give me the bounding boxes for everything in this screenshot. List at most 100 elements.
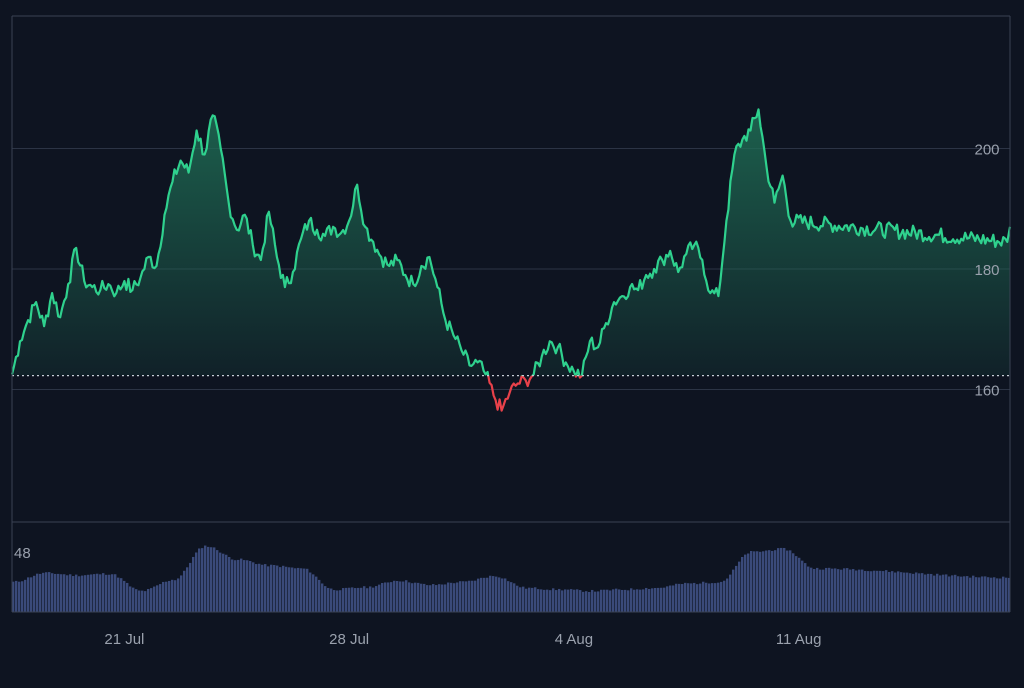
volume-bar: [690, 583, 693, 612]
volume-bar: [363, 586, 366, 612]
volume-bar: [222, 553, 225, 612]
volume-bar: [387, 582, 390, 612]
volume-bar: [972, 575, 975, 612]
volume-bar: [162, 581, 165, 612]
volume-bar: [96, 573, 99, 612]
volume-bar: [114, 574, 117, 612]
volume-bar: [816, 567, 819, 612]
volume-bar: [30, 577, 33, 612]
volume-bar: [132, 587, 135, 612]
volume-bar: [792, 553, 795, 612]
volume-bar: [510, 582, 513, 612]
volume-bar: [771, 550, 774, 612]
volume-bar: [117, 577, 120, 612]
volume-bar: [393, 580, 396, 612]
volume-bar: [219, 552, 222, 612]
volume-bar: [900, 572, 903, 612]
volume-bar: [270, 564, 273, 612]
volume-bar: [429, 585, 432, 612]
volume-bar: [234, 560, 237, 612]
volume-bar: [714, 583, 717, 612]
volume-bar: [69, 574, 72, 612]
volume-bar: [153, 586, 156, 612]
volume-bar: [171, 579, 174, 612]
volume-bar: [189, 562, 192, 612]
volume-bar: [696, 584, 699, 612]
volume-bar: [603, 589, 606, 612]
volume-bar: [549, 590, 552, 612]
volume-bar: [921, 573, 924, 612]
volume-bar: [525, 588, 528, 612]
volume-bar: [978, 577, 981, 612]
volume-bar: [489, 575, 492, 612]
volume-bar: [615, 588, 618, 612]
volume-bar: [948, 576, 951, 612]
volume-bar: [720, 581, 723, 612]
volume-bar: [849, 569, 852, 612]
x-tick-label: 4 Aug: [555, 631, 593, 648]
x-tick-label: 28 Jul: [329, 631, 369, 648]
volume-bar: [294, 568, 297, 612]
volume-bar: [795, 556, 798, 612]
volume-bar: [660, 587, 663, 612]
volume-bar: [747, 553, 750, 612]
volume-bar: [174, 580, 177, 612]
volume-bar: [498, 577, 501, 612]
volume-bar: [267, 566, 270, 612]
volume-bar: [963, 576, 966, 612]
volume-bar: [939, 575, 942, 612]
volume-bar: [822, 569, 825, 612]
volume-bar: [72, 576, 75, 612]
volume-bar: [984, 576, 987, 612]
volume-bar: [681, 584, 684, 612]
volume-bar: [339, 590, 342, 612]
volume-bar: [27, 577, 30, 612]
volume-bar: [12, 581, 15, 612]
volume-bar: [633, 589, 636, 612]
volume-bar: [336, 590, 339, 612]
volume-bar: [552, 588, 555, 612]
volume-bar: [726, 578, 729, 612]
volume-bar: [216, 550, 219, 612]
volume-bar: [810, 567, 813, 612]
volume-bar: [279, 567, 282, 612]
volume-bar: [165, 581, 168, 612]
volume-bar: [261, 564, 264, 612]
volume-bar: [804, 563, 807, 612]
volume-bar: [228, 556, 231, 612]
volume-bar: [546, 589, 549, 612]
volume-bar: [819, 569, 822, 612]
volume-bar: [120, 578, 123, 612]
volume-bar: [138, 590, 141, 612]
volume-bar: [648, 588, 651, 612]
volume-bar: [258, 563, 261, 612]
volume-bar: [456, 582, 459, 612]
volume-bar: [837, 569, 840, 612]
volume-bar: [408, 582, 411, 612]
volume-bar: [516, 585, 519, 612]
series-line-down: [487, 375, 584, 412]
volume-bar: [315, 576, 318, 612]
volume-bar: [1002, 576, 1005, 612]
volume-bar: [180, 575, 183, 612]
volume-bar: [366, 588, 369, 612]
volume-bar: [417, 582, 420, 612]
volume-bar: [423, 583, 426, 612]
volume-bar: [744, 554, 747, 612]
volume-bar: [225, 554, 228, 612]
volume-bar: [843, 568, 846, 612]
volume-bar: [576, 589, 579, 612]
volume-bar: [705, 582, 708, 612]
volume-bar: [909, 573, 912, 612]
volume-bar: [273, 565, 276, 612]
volume-bar: [240, 558, 243, 612]
volume-bar: [1008, 577, 1011, 612]
volume-bar: [300, 568, 303, 612]
volume-bar: [756, 551, 759, 612]
price-area: [12, 109, 1010, 376]
volume-bar: [534, 587, 537, 612]
volume-bar: [282, 565, 285, 612]
volume-bar: [870, 571, 873, 612]
